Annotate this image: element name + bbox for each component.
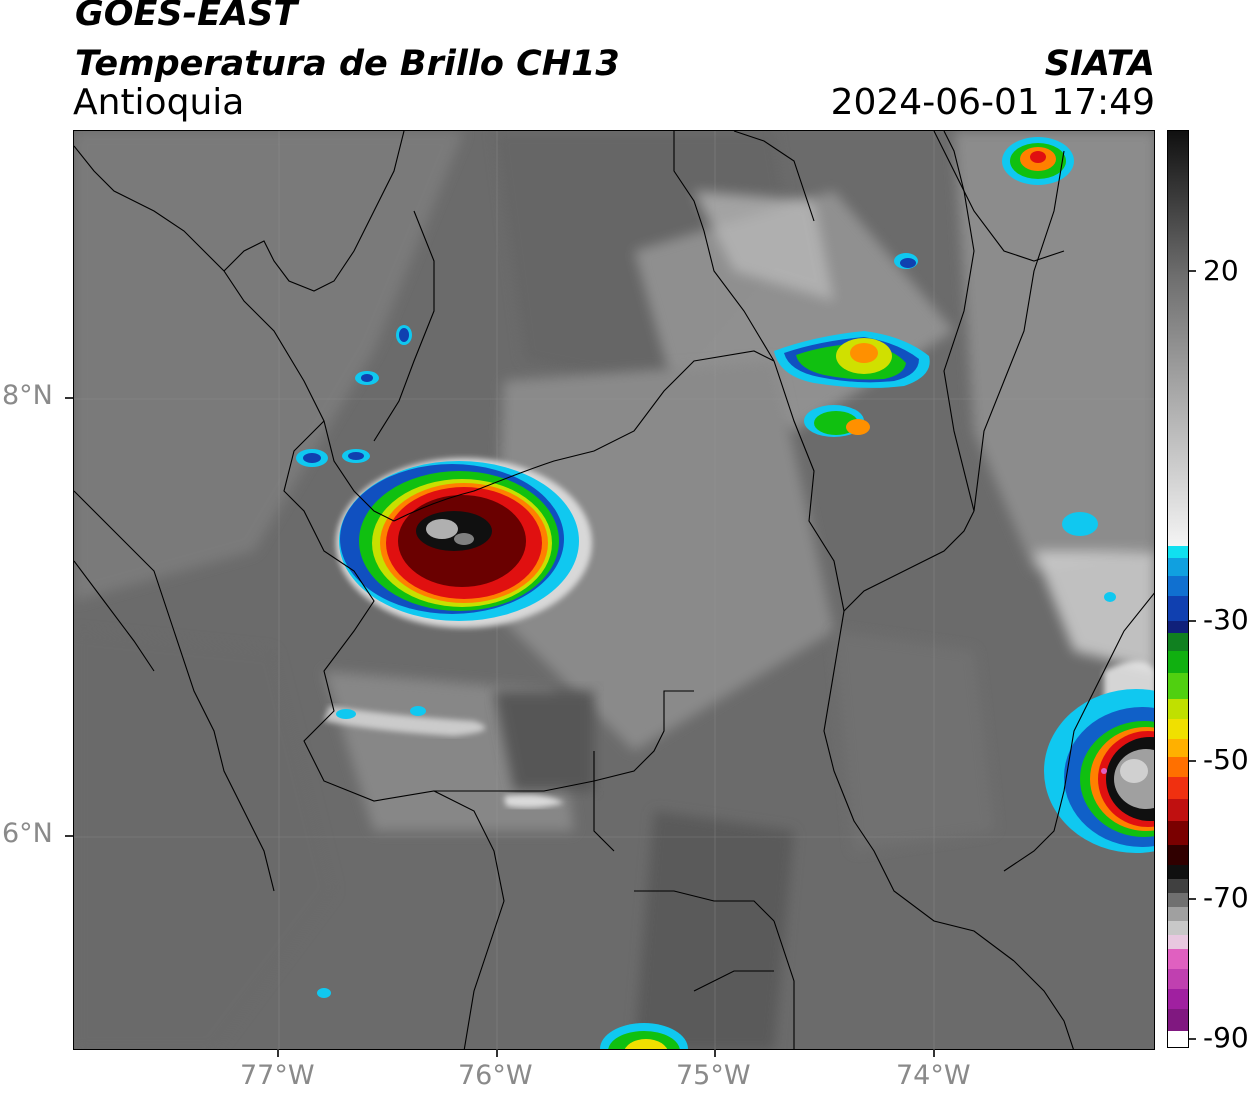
cbar-tick-m70	[1189, 898, 1196, 900]
lon-label-77w: 77°W	[240, 1060, 315, 1091]
storm-cell-main	[336, 458, 592, 628]
cbar-label-m30: -30	[1203, 603, 1249, 636]
product-title: Temperatura de Brillo CH13	[75, 44, 620, 84]
region-label: Antioquia	[73, 82, 245, 123]
storm-cell-east-edge	[1044, 689, 1154, 853]
satellite-map	[73, 130, 1155, 1050]
small-cells	[296, 253, 1116, 998]
satellite-title: GOES-EAST	[75, 0, 298, 34]
colorbar	[1167, 130, 1189, 1048]
colorbar-gradient	[1168, 131, 1188, 1047]
cbar-label-m70: -70	[1203, 881, 1249, 914]
cbar-label-m50: -50	[1203, 743, 1249, 776]
brightness-temperature-image	[74, 131, 1154, 1049]
lat-label-8n: 8°N	[2, 380, 53, 411]
cbar-tick-20	[1189, 270, 1196, 272]
lat-label-6n: 6°N	[2, 818, 53, 849]
cbar-label-m90: -90	[1203, 1021, 1249, 1054]
storm-cell-south	[600, 1023, 688, 1049]
boundaries	[74, 131, 1154, 1049]
lat-tick-8n	[65, 397, 73, 399]
cbar-tick-m50	[1189, 760, 1196, 762]
lon-tick-74w	[933, 1049, 935, 1057]
cbar-tick-m30	[1189, 620, 1196, 622]
lon-tick-75w	[714, 1049, 716, 1057]
lat-tick-6n	[65, 835, 73, 837]
lon-label-74w: 74°W	[896, 1060, 971, 1091]
lon-tick-76w	[496, 1049, 498, 1057]
datetime-label: 2024-06-01 17:49	[830, 82, 1155, 123]
org-label: SIATA	[1044, 44, 1155, 84]
lon-tick-77w	[277, 1049, 279, 1057]
storm-cell-northeast	[774, 331, 930, 437]
lon-label-75w: 75°W	[676, 1060, 751, 1091]
cbar-label-20: 20	[1203, 254, 1239, 287]
storm-cell-top-right	[1002, 137, 1074, 185]
lon-label-76w: 76°W	[458, 1060, 533, 1091]
cbar-tick-m90	[1189, 1038, 1196, 1040]
